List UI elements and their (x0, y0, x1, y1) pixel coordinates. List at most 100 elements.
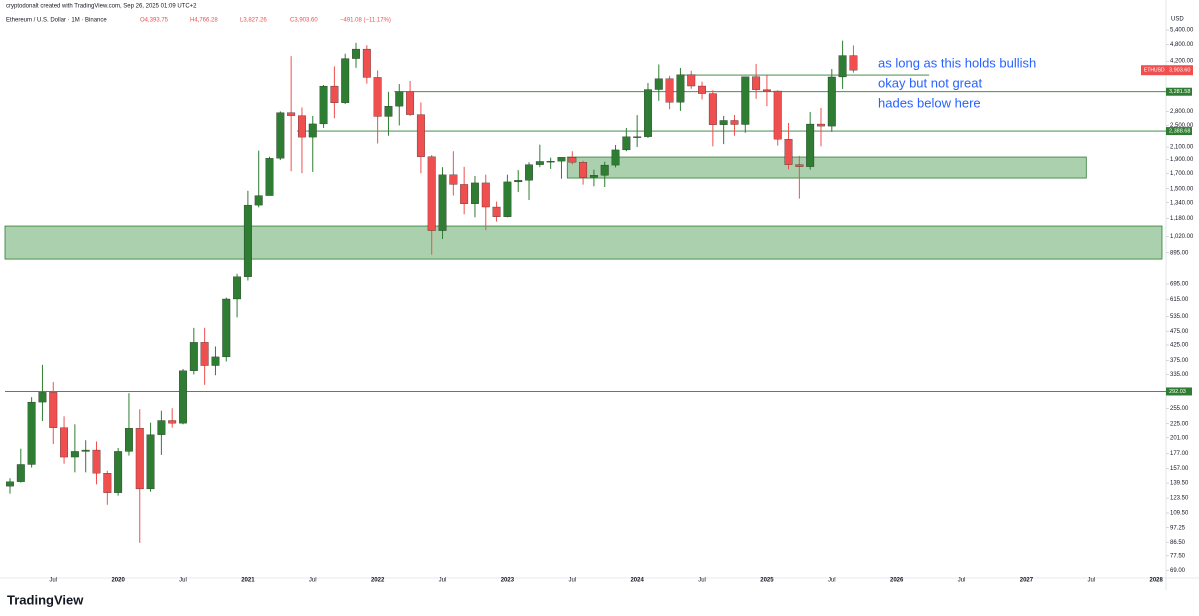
x-tick-label: Jul (179, 578, 187, 584)
candle-body (16, 464, 25, 482)
x-tick-label: 2027 (1020, 578, 1034, 584)
candle-body (535, 161, 544, 165)
candle-body (492, 206, 501, 217)
candle-body (287, 112, 296, 116)
candle-body (406, 91, 415, 115)
candle-body (611, 149, 620, 166)
candle-body (579, 162, 588, 178)
x-tick-label: Jul (309, 578, 317, 584)
candle-body (741, 76, 750, 125)
candle-body (222, 298, 231, 358)
y-tick-label: 615.00 (1170, 297, 1189, 303)
legend-symbol: Ethereum / U.S. Dollar · 1M · Binance (6, 18, 107, 24)
candle-body (687, 74, 696, 87)
candle-body (416, 114, 425, 157)
candle-body (254, 195, 263, 206)
candle-body (838, 55, 847, 78)
candle-body (211, 356, 220, 366)
candle-body (38, 392, 47, 403)
x-tick-label: Jul (568, 578, 576, 584)
candle-body (665, 78, 674, 103)
candle-body (752, 76, 761, 90)
currency: USD (1171, 17, 1184, 23)
legend-high: H4,766.28 (190, 18, 218, 24)
candle-body (27, 401, 36, 465)
candle-body (471, 182, 479, 204)
candle-body (146, 434, 155, 490)
level-label-box (1166, 127, 1192, 136)
x-tick-label: 2021 (241, 578, 255, 584)
candle-body (373, 77, 382, 117)
candle-body (481, 182, 490, 208)
candle-body (806, 123, 815, 167)
candle-body (200, 342, 209, 366)
annotation: hades below here (878, 95, 981, 110)
zone (566, 156, 1087, 179)
candle-body (676, 74, 685, 103)
candle-body (503, 181, 512, 217)
candle-body (103, 473, 112, 493)
y-tick-label: 1,700.00 (1170, 171, 1194, 177)
y-tick-label: 4,200.00 (1170, 59, 1194, 65)
y-tick-label: 177.00 (1170, 451, 1189, 457)
y-tick-label: 1,340.00 (1170, 200, 1194, 206)
candle-body (525, 164, 533, 181)
y-tick-label: 425.00 (1170, 343, 1189, 349)
legend-change: −491.08 (−11.17%) (340, 18, 391, 24)
candle-body (341, 58, 350, 103)
candle-body (114, 451, 123, 493)
candle-body (49, 392, 58, 428)
candle-body (784, 139, 793, 165)
level-label: 2,388.68 (1169, 129, 1190, 135)
candle-body (298, 115, 306, 138)
level-label-box (1166, 387, 1192, 396)
x-tick-label: Jul (828, 578, 836, 584)
candle-body (557, 157, 566, 162)
x-tick-label: Jul (49, 578, 57, 584)
candle-body (622, 136, 631, 151)
candle-body (449, 174, 458, 185)
candle-body (719, 120, 728, 125)
candle-body (308, 123, 317, 138)
x-tick-label: 2022 (371, 578, 385, 584)
candle-body (600, 164, 609, 176)
candle-body (81, 449, 90, 452)
x-tick-label: 2026 (890, 578, 904, 584)
y-tick-label: 1,180.00 (1170, 216, 1194, 222)
y-tick-label: 109.50 (1170, 511, 1189, 517)
last-price-box (1141, 65, 1193, 76)
candle-body (514, 180, 523, 183)
candle-body (265, 158, 274, 196)
credit: cryptodonalt created with TradingView.co… (6, 4, 197, 10)
candle-body (70, 451, 79, 458)
x-tick-label: 2020 (111, 578, 125, 584)
candle-body (319, 85, 328, 125)
brand: TradingView (7, 592, 84, 607)
candle-body (60, 427, 69, 458)
candle-body (654, 78, 663, 90)
candle-body (817, 123, 825, 127)
candle-body (644, 89, 652, 137)
level-label-box (1166, 87, 1192, 96)
y-tick-label: 335.00 (1170, 372, 1189, 378)
zone (4, 225, 1163, 260)
x-tick-label: 2023 (501, 578, 515, 584)
y-tick-label: 255.00 (1170, 406, 1189, 412)
candle-body (589, 175, 598, 178)
candle-body (92, 449, 101, 474)
candle-body (795, 164, 804, 167)
candle-body (438, 174, 447, 231)
y-tick-label: 139.50 (1170, 481, 1189, 487)
y-tick-label: 895.00 (1170, 250, 1189, 256)
x-tick-label: 2025 (760, 578, 774, 584)
y-tick-label: 123.50 (1170, 496, 1189, 502)
candle-body (189, 342, 198, 371)
candle-body (6, 481, 14, 487)
candle-body (243, 204, 252, 277)
y-tick-label: 97.25 (1170, 525, 1186, 531)
candle-body (362, 48, 371, 78)
y-tick-label: 1,900.00 (1170, 157, 1194, 163)
level-label: 3,281.58 (1169, 89, 1190, 95)
y-tick-label: 157.00 (1170, 466, 1189, 472)
